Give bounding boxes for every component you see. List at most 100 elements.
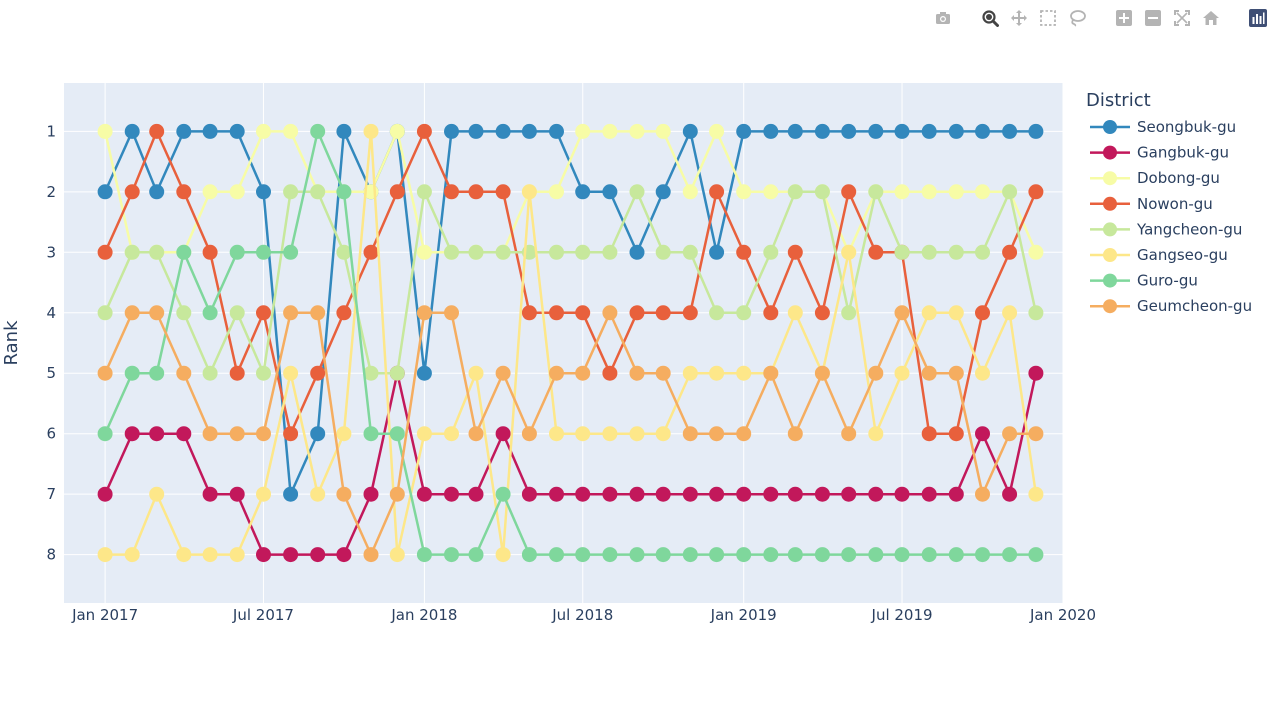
data-point[interactable] [416, 426, 432, 442]
data-point[interactable] [629, 123, 645, 139]
data-point[interactable] [575, 365, 591, 381]
data-point[interactable] [124, 365, 140, 381]
data-point[interactable] [310, 486, 326, 502]
data-point[interactable] [894, 184, 910, 200]
data-point[interactable] [549, 426, 564, 442]
data-point[interactable] [310, 184, 326, 200]
series-geumcheon-gu[interactable] [97, 305, 1044, 563]
legend-item[interactable]: Gangseo-gu [1090, 246, 1228, 264]
data-point[interactable] [655, 305, 671, 321]
data-point[interactable] [176, 547, 192, 563]
data-point[interactable] [495, 244, 511, 260]
data-point[interactable] [948, 184, 964, 200]
data-point[interactable] [521, 305, 537, 321]
data-point[interactable] [787, 244, 803, 260]
data-point[interactable] [97, 547, 113, 563]
series-yangcheon-gu[interactable] [97, 184, 1044, 381]
data-point[interactable] [202, 184, 218, 200]
data-point[interactable] [363, 486, 379, 502]
data-point[interactable] [97, 426, 113, 442]
data-point[interactable] [736, 305, 752, 321]
data-point[interactable] [763, 365, 779, 381]
data-point[interactable] [176, 365, 192, 381]
data-point[interactable] [310, 365, 326, 381]
data-point[interactable] [682, 426, 698, 442]
data-point[interactable] [736, 123, 752, 139]
data-point[interactable] [229, 365, 245, 381]
data-point[interactable] [709, 365, 725, 381]
data-point[interactable] [310, 426, 326, 442]
data-point[interactable] [814, 123, 830, 139]
data-point[interactable] [176, 426, 192, 442]
data-point[interactable] [948, 123, 964, 139]
data-point[interactable] [363, 365, 379, 381]
data-point[interactable] [495, 365, 511, 381]
data-point[interactable] [655, 426, 671, 442]
series-line[interactable] [105, 130, 1038, 556]
data-point[interactable] [948, 365, 964, 381]
data-point[interactable] [1002, 123, 1018, 139]
data-point[interactable] [655, 547, 671, 563]
data-point[interactable] [841, 486, 857, 502]
legend-item[interactable]: Guro-gu [1090, 272, 1198, 290]
data-point[interactable] [1002, 426, 1018, 442]
data-point[interactable] [149, 305, 165, 321]
data-point[interactable] [709, 305, 725, 321]
data-point[interactable] [975, 426, 990, 442]
data-point[interactable] [841, 244, 857, 260]
data-point[interactable] [256, 426, 271, 442]
data-point[interactable] [283, 244, 299, 260]
data-point[interactable] [336, 123, 352, 139]
data-point[interactable] [283, 184, 299, 200]
data-point[interactable] [363, 123, 379, 139]
data-point[interactable] [336, 305, 352, 321]
data-point[interactable] [736, 184, 752, 200]
data-point[interactable] [202, 123, 218, 139]
data-point[interactable] [975, 547, 990, 563]
data-point[interactable] [1028, 426, 1044, 442]
data-point[interactable] [389, 184, 405, 200]
data-point[interactable] [229, 305, 245, 321]
zoom-out-button[interactable] [1143, 8, 1163, 28]
data-point[interactable] [176, 244, 192, 260]
data-point[interactable] [444, 184, 459, 200]
data-point[interactable] [682, 244, 698, 260]
camera-button[interactable] [933, 8, 953, 28]
data-point[interactable] [256, 184, 271, 200]
data-point[interactable] [549, 547, 564, 563]
data-point[interactable] [814, 547, 830, 563]
box-select-button[interactable] [1038, 8, 1058, 28]
data-point[interactable] [256, 244, 271, 260]
data-point[interactable] [202, 365, 218, 381]
data-point[interactable] [682, 305, 698, 321]
data-point[interactable] [176, 305, 192, 321]
data-point[interactable] [787, 184, 803, 200]
data-point[interactable] [468, 426, 484, 442]
data-point[interactable] [416, 486, 432, 502]
data-point[interactable] [602, 365, 618, 381]
data-point[interactable] [229, 184, 245, 200]
data-point[interactable] [629, 244, 645, 260]
data-point[interactable] [1028, 123, 1044, 139]
data-point[interactable] [948, 486, 964, 502]
data-point[interactable] [310, 547, 326, 563]
data-point[interactable] [202, 305, 218, 321]
data-point[interactable] [682, 547, 698, 563]
data-point[interactable] [602, 123, 618, 139]
data-point[interactable] [229, 426, 245, 442]
data-point[interactable] [495, 426, 511, 442]
reset-axes-button[interactable] [1201, 8, 1221, 28]
data-point[interactable] [602, 486, 618, 502]
data-point[interactable] [894, 486, 910, 502]
plotly-logo-button[interactable] [1248, 8, 1268, 28]
data-point[interactable] [894, 305, 910, 321]
data-point[interactable] [921, 184, 937, 200]
data-point[interactable] [336, 547, 352, 563]
data-point[interactable] [948, 547, 964, 563]
data-point[interactable] [363, 244, 379, 260]
data-point[interactable] [444, 244, 459, 260]
data-point[interactable] [975, 123, 990, 139]
data-point[interactable] [787, 123, 803, 139]
data-point[interactable] [655, 365, 671, 381]
data-point[interactable] [336, 426, 352, 442]
